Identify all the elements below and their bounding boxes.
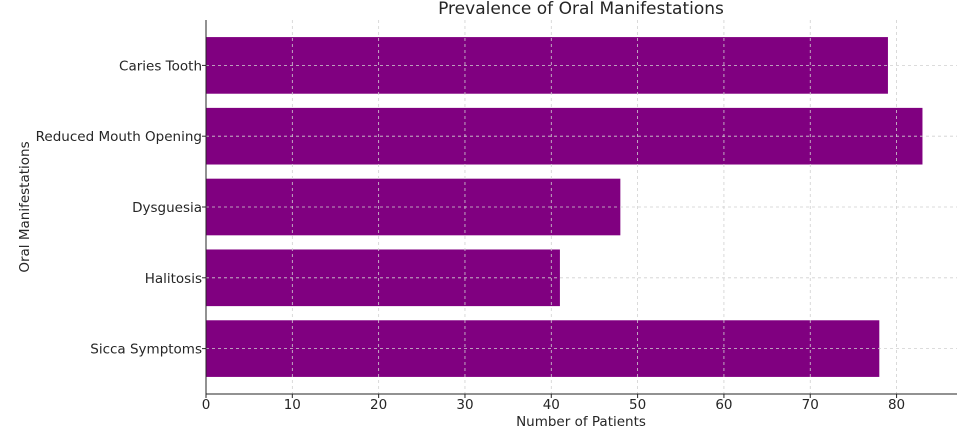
x-tick-label: 80 — [888, 397, 905, 413]
y-tick-label: Halitosis — [145, 271, 202, 287]
x-tick-label: 70 — [802, 397, 819, 413]
bar — [206, 107, 923, 165]
bar-layer — [206, 37, 923, 377]
chart-title: Prevalence of Oral Manifestations — [438, 0, 724, 19]
x-tick-label: 40 — [543, 397, 560, 413]
x-tick-label: 0 — [202, 397, 211, 413]
y-axis-label: Oral Manifestations — [17, 141, 33, 272]
y-tick-label: Dysguesia — [132, 200, 202, 216]
x-tick-label: 30 — [456, 397, 473, 413]
y-tick-label: Sicca Symptoms — [90, 342, 202, 358]
y-tick-layer: Sicca Symptoms Halitosis Dysguesia Reduced … — [36, 58, 206, 358]
y-tick-label: Caries Tooth — [119, 58, 202, 74]
y-tick-label: Reduced Mouth Opening — [36, 129, 202, 145]
x-axis-label: Number of Patients — [516, 414, 646, 430]
x-tick-label: 20 — [370, 397, 387, 413]
x-tick-layer: 0 10 20 30 40 50 60 70 80 — [202, 394, 905, 413]
x-tick-label: 60 — [715, 397, 732, 413]
x-tick-label: 10 — [284, 397, 301, 413]
x-tick-label: 50 — [629, 397, 646, 413]
bar — [206, 37, 888, 94]
